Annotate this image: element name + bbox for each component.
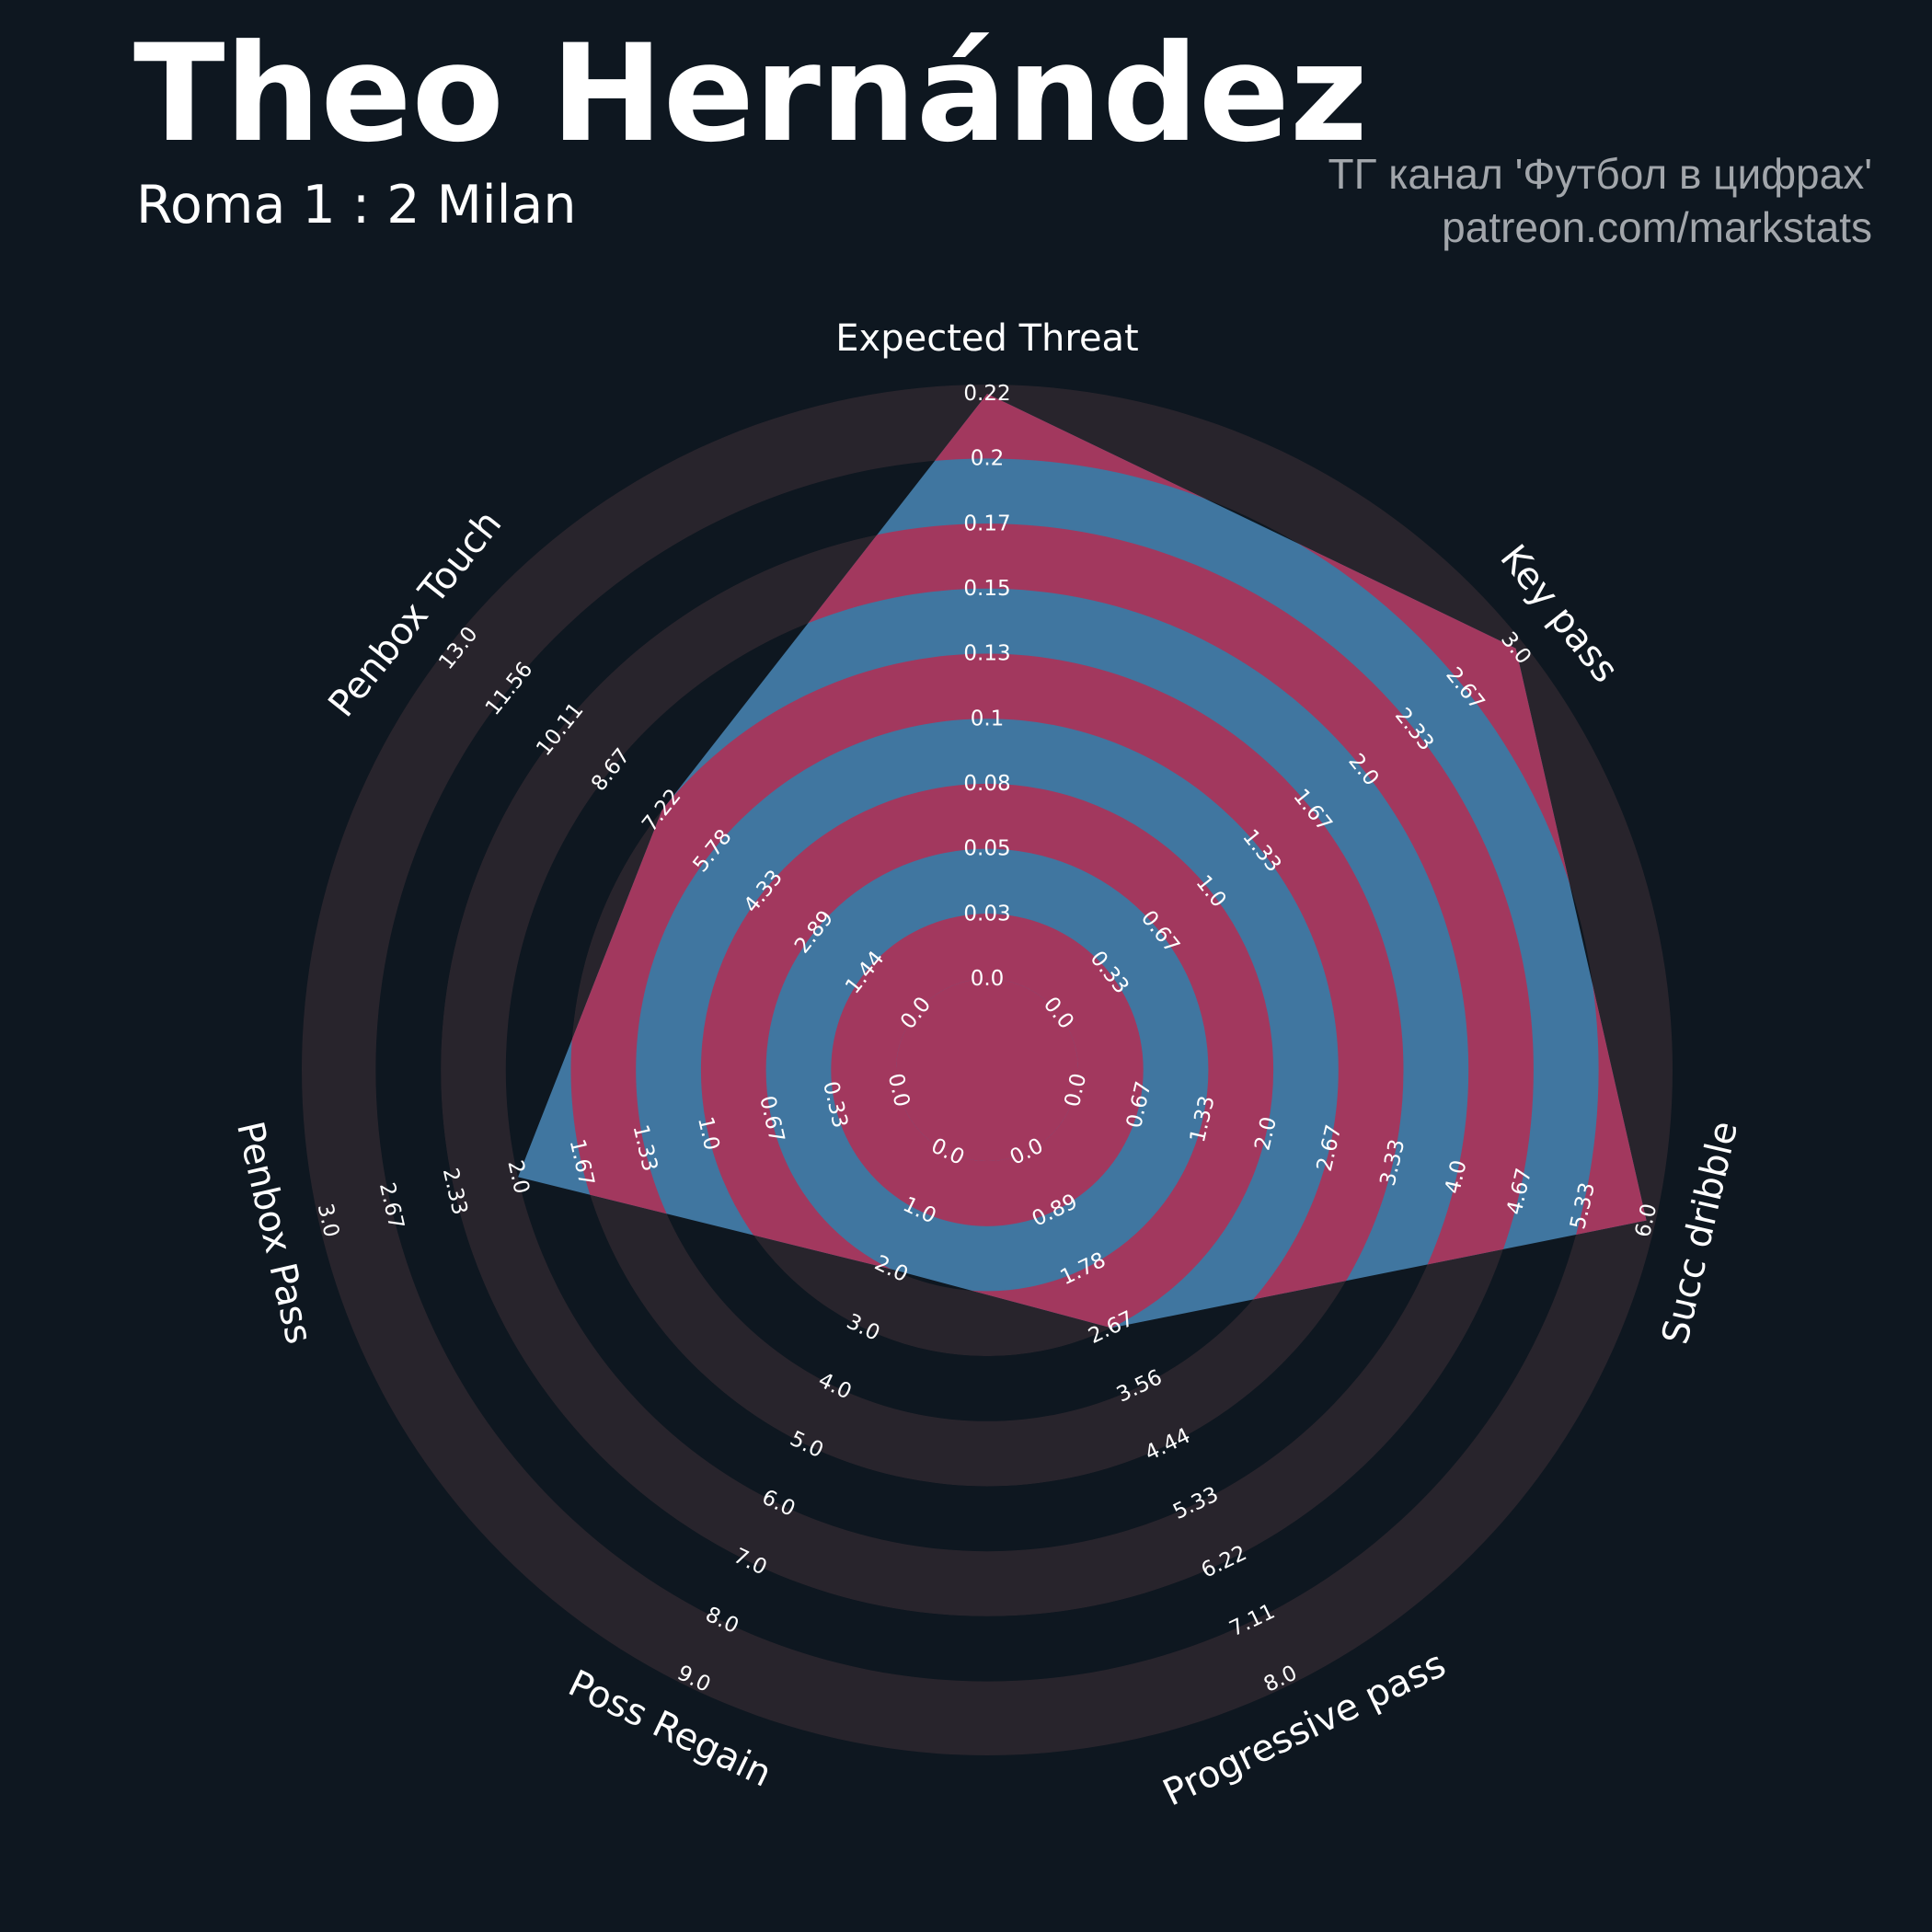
player-center [896,979,1078,1161]
tick-label: 0.13 [963,642,1010,666]
tick-label: 0.17 [963,512,1010,535]
tick-label: 0.08 [963,772,1010,796]
player-name-title: Theo Hernández [133,16,1368,172]
param-label: Expected Threat [835,317,1139,360]
tick-label: 0.22 [963,382,1010,406]
tick-label: 0.0 [971,967,1005,991]
tick-label: 0.1 [971,707,1005,730]
credit-channel: ТГ канал 'Футбол в цифрах' [1328,150,1872,198]
credits: ТГ канал 'Футбол в цифрах' patreon.com/m… [1328,147,1872,254]
match-score-subtitle: Roma 1 : 2 Milan [136,175,577,236]
player-ring [831,914,1144,1226]
tick-label: 0.05 [963,837,1010,861]
tick-label: 0.2 [971,447,1005,471]
param-label: Penbox Pass [228,1118,320,1348]
param-label: Succ dribble [1654,1117,1746,1348]
credit-patreon: patreon.com/markstats [1442,203,1872,251]
tick-label: 0.15 [963,577,1010,601]
tick-label: 0.03 [963,902,1010,926]
